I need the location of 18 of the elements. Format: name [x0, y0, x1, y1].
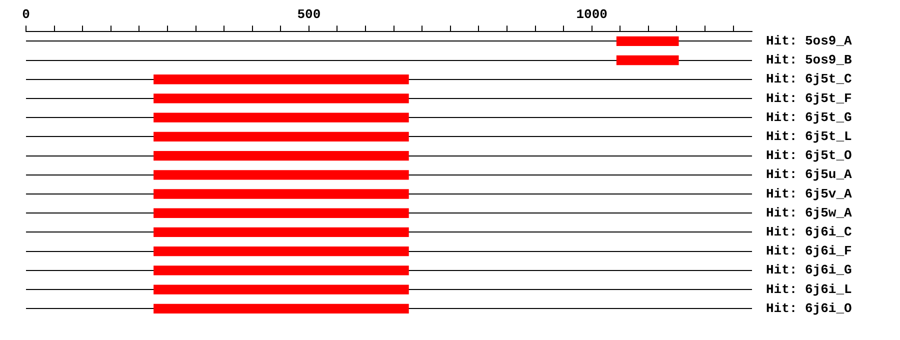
y-tick-label: Hit: 6j5t_O — [766, 148, 852, 164]
y-tick-label: Hit: 5os9_B — [766, 52, 852, 68]
y-tick-label: Hit: 6j6i_G — [766, 262, 852, 278]
y-tick-label: Hit: 6j6i_L — [766, 282, 852, 297]
y-tick-label: Hit: 6j5v_A — [766, 186, 852, 202]
y-tick-label: Hit: 6j5t_C — [766, 72, 852, 87]
y-tick-label: Hit: 5os9_A — [766, 33, 852, 48]
x-tick-label: 500 — [297, 7, 321, 22]
y-tick-label: Hit: 6j5t_L — [766, 128, 852, 144]
y-tick-label: Hit: 6j6i_C — [766, 224, 852, 240]
x-tick-label: 1000 — [576, 7, 608, 22]
y-tick-label: Hit: 6j6i_O — [766, 300, 852, 316]
x-tick-label: 0 — [22, 7, 30, 22]
y-tick-label: Hit: 6j5w_A — [766, 205, 852, 220]
y-tick-label: Hit: 6j5t_G — [766, 110, 852, 125]
y-tick-label: Hit: 6j6i_F — [766, 244, 852, 259]
y-tick-label: Hit: 6j5u_A — [766, 167, 852, 182]
y-tick-label: Hit: 6j5t_F — [766, 90, 852, 106]
